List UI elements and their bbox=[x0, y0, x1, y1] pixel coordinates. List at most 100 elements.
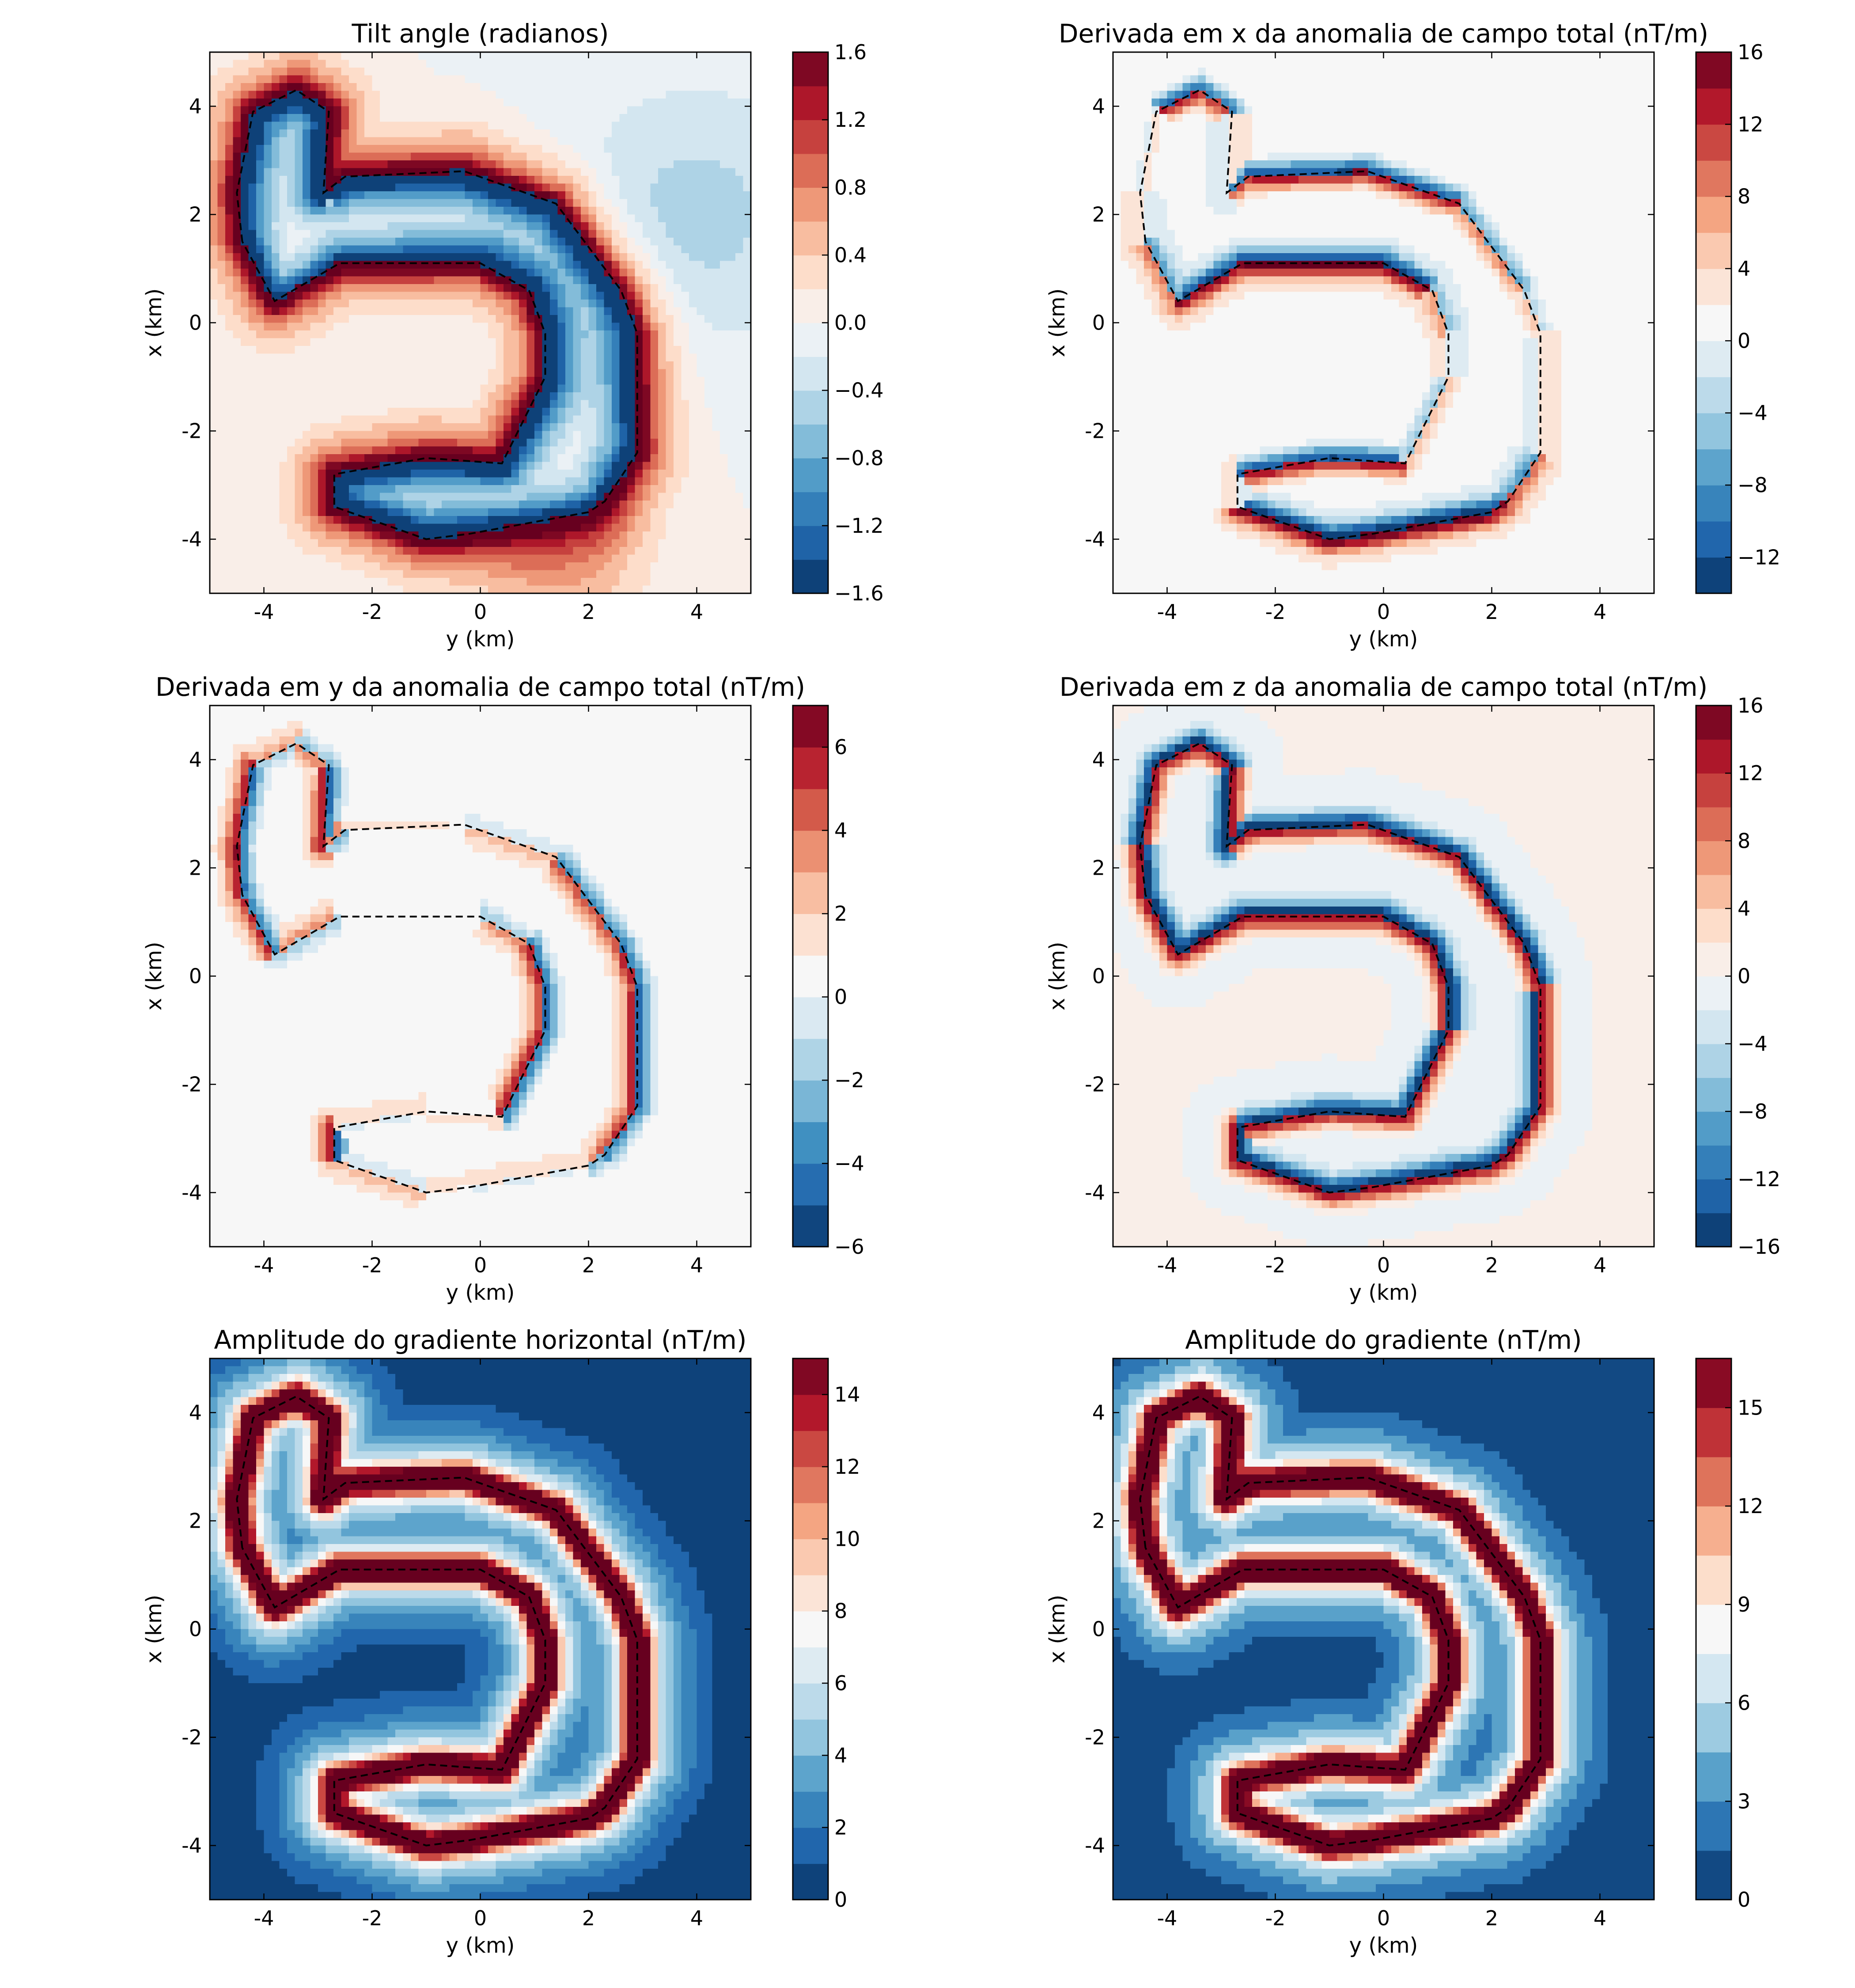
heatmap-cell bbox=[210, 415, 218, 424]
heatmap-cell bbox=[426, 439, 435, 447]
heatmap-cell bbox=[573, 322, 581, 331]
heatmap-cell bbox=[256, 524, 265, 532]
heatmap-cell bbox=[380, 377, 388, 385]
heatmap-cell bbox=[674, 269, 682, 277]
heatmap-cell bbox=[473, 137, 481, 145]
heatmap-cell bbox=[380, 106, 388, 114]
heatmap-cell bbox=[465, 52, 473, 61]
heatmap-cell bbox=[449, 554, 458, 563]
heatmap-cell bbox=[248, 446, 257, 455]
heatmap-cell bbox=[349, 322, 357, 331]
heatmap-cell bbox=[666, 261, 674, 269]
heatmap-cell bbox=[674, 300, 682, 308]
heatmap-cell bbox=[666, 183, 674, 192]
heatmap-cell bbox=[727, 578, 736, 586]
heatmap-cell bbox=[434, 539, 442, 547]
heatmap-cell bbox=[449, 284, 458, 292]
heatmap-cell bbox=[519, 400, 527, 408]
heatmap-cell bbox=[356, 253, 365, 262]
heatmap-cell bbox=[565, 462, 574, 470]
heatmap-cell bbox=[565, 408, 574, 416]
heatmap-cell bbox=[650, 129, 659, 138]
heatmap-cell bbox=[619, 276, 628, 285]
heatmap-cell bbox=[349, 121, 357, 130]
heatmap-cell bbox=[364, 152, 373, 161]
heatmap-cell bbox=[619, 585, 628, 594]
heatmap-cell bbox=[411, 423, 419, 432]
heatmap-cell bbox=[573, 121, 581, 130]
heatmap-cell bbox=[287, 168, 295, 176]
heatmap-cell bbox=[1113, 214, 1121, 223]
heatmap-cell bbox=[372, 245, 380, 254]
heatmap-cell bbox=[426, 300, 435, 308]
heatmap-cell bbox=[473, 501, 481, 509]
heatmap-cell bbox=[457, 501, 466, 509]
heatmap-cell bbox=[403, 106, 411, 114]
heatmap-cell bbox=[395, 253, 404, 262]
heatmap-cell bbox=[581, 470, 589, 478]
heatmap-cell bbox=[225, 547, 234, 555]
heatmap-cell bbox=[333, 315, 342, 323]
heatmap-cell bbox=[272, 315, 280, 323]
heatmap-cell bbox=[473, 493, 481, 501]
heatmap-cell bbox=[526, 160, 535, 169]
heatmap-cell bbox=[287, 423, 295, 432]
heatmap-cell bbox=[596, 485, 605, 493]
heatmap-cell bbox=[356, 524, 365, 532]
colorbar-level bbox=[793, 288, 828, 323]
heatmap-cell bbox=[349, 578, 357, 586]
heatmap-cell bbox=[743, 462, 751, 470]
heatmap-cell bbox=[241, 578, 249, 586]
heatmap-cell bbox=[674, 384, 682, 393]
heatmap-cell bbox=[604, 129, 612, 138]
heatmap-cell bbox=[697, 106, 705, 114]
heatmap-cell bbox=[643, 470, 651, 478]
heatmap-cell bbox=[256, 501, 265, 509]
heatmap-cell bbox=[727, 83, 736, 91]
heatmap-cell bbox=[356, 129, 365, 138]
heatmap-cell bbox=[735, 547, 744, 555]
heatmap-cell bbox=[542, 183, 550, 192]
heatmap-cell bbox=[225, 300, 234, 308]
heatmap-cell bbox=[248, 214, 257, 223]
heatmap-cell bbox=[511, 369, 519, 377]
heatmap-cell bbox=[697, 253, 705, 262]
heatmap-cell bbox=[650, 199, 659, 207]
heatmap-cell bbox=[310, 516, 318, 524]
heatmap-cell bbox=[310, 106, 318, 114]
heatmap-cell bbox=[248, 578, 257, 586]
heatmap-cell bbox=[612, 531, 620, 540]
heatmap-cell bbox=[627, 361, 636, 370]
heatmap-cell bbox=[395, 52, 404, 61]
heatmap-cell bbox=[557, 423, 566, 432]
heatmap-cell bbox=[411, 106, 419, 114]
heatmap-cell bbox=[573, 315, 581, 323]
heatmap-cell bbox=[573, 199, 581, 207]
heatmap-cell bbox=[565, 129, 574, 138]
heatmap-cell bbox=[650, 392, 659, 401]
heatmap-cell bbox=[619, 477, 628, 486]
heatmap-cell bbox=[279, 207, 288, 215]
heatmap-cell bbox=[596, 60, 605, 68]
heatmap-cell bbox=[704, 91, 713, 99]
heatmap-cell bbox=[364, 307, 373, 315]
heatmap-cell bbox=[604, 408, 612, 416]
heatmap-cell bbox=[588, 547, 597, 555]
heatmap-cell bbox=[356, 570, 365, 578]
heatmap-cell bbox=[349, 191, 357, 200]
heatmap-cell bbox=[318, 129, 326, 138]
heatmap-cell bbox=[465, 207, 473, 215]
heatmap-cell bbox=[248, 338, 257, 346]
heatmap-cell bbox=[318, 137, 326, 145]
heatmap-cell bbox=[534, 554, 543, 563]
heatmap-cell bbox=[248, 322, 257, 331]
heatmap-cell bbox=[704, 199, 713, 207]
heatmap-cell bbox=[666, 423, 674, 432]
heatmap-cell bbox=[217, 415, 226, 424]
heatmap-cell bbox=[333, 524, 342, 532]
heatmap-cell bbox=[743, 253, 751, 262]
heatmap-cell bbox=[264, 516, 272, 524]
heatmap-cell bbox=[248, 330, 257, 339]
heatmap-cell bbox=[643, 191, 651, 200]
heatmap-cell bbox=[364, 129, 373, 138]
